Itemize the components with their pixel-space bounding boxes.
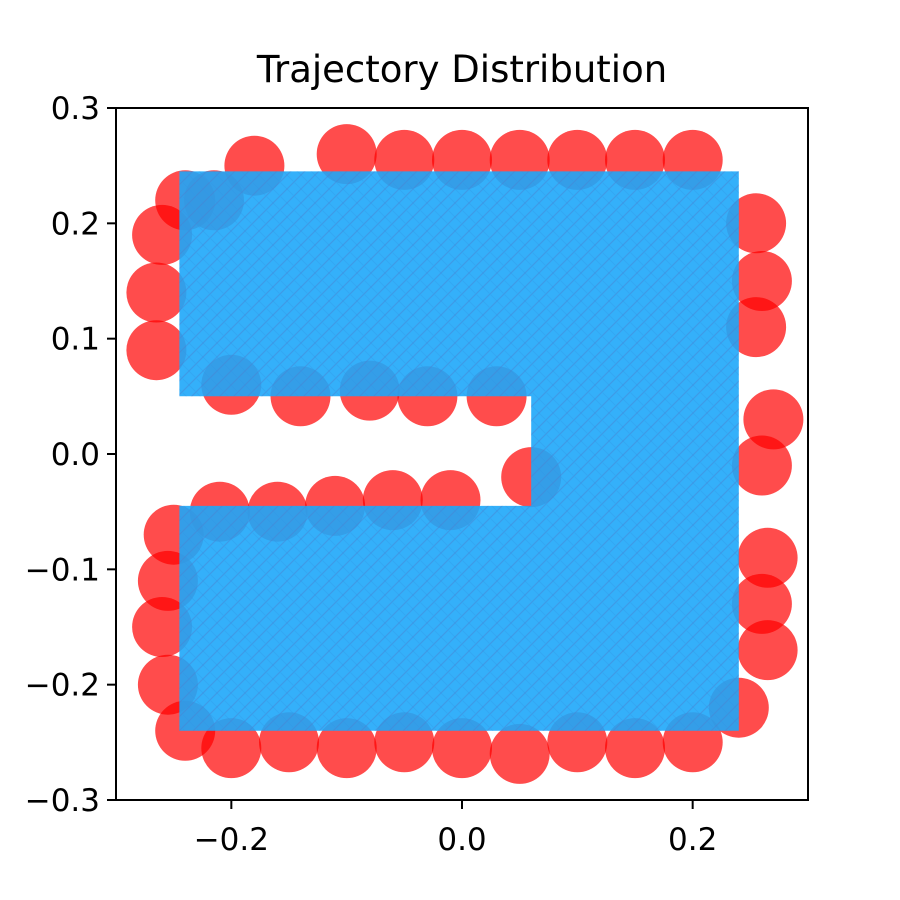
red-marker-2 — [316, 124, 377, 185]
red-marker-14 — [737, 527, 798, 588]
red-marker-43 — [126, 320, 187, 381]
red-marker-44 — [126, 262, 187, 323]
red-marker-24 — [316, 718, 377, 779]
red-marker-19 — [605, 718, 665, 779]
x-tick-label: 0.2 — [668, 822, 717, 858]
red-marker-16 — [737, 620, 798, 681]
y-tick-label: −0.2 — [25, 668, 100, 704]
red-marker-22 — [432, 718, 492, 779]
plot-area — [126, 124, 804, 784]
y-axis: −0.3 −0.2 −0.1 0.0 0.1 0.2 0.3 — [25, 91, 116, 819]
y-tick-label: 0.1 — [51, 322, 100, 358]
chart-title: Trajectory Distribution — [256, 48, 667, 91]
red-marker-12 — [743, 389, 804, 450]
x-tick-label: 0.0 — [437, 822, 486, 858]
red-marker-29 — [132, 597, 193, 657]
red-marker-9 — [726, 193, 787, 254]
red-marker-21 — [489, 723, 550, 784]
red-marker-11 — [726, 297, 787, 358]
x-tick-label: −0.2 — [194, 822, 269, 858]
blue-trajectory-texture — [179, 171, 739, 731]
x-axis: −0.2 0.0 0.2 — [194, 800, 717, 858]
y-tick-label: 0.3 — [51, 91, 100, 127]
blue-series-layer — [179, 171, 739, 731]
y-tick-label: −0.1 — [25, 552, 100, 588]
y-tick-label: 0.2 — [51, 206, 100, 242]
red-marker-10 — [731, 251, 792, 311]
red-marker-15 — [731, 573, 792, 634]
y-tick-label: 0.0 — [51, 437, 100, 473]
red-marker-13 — [731, 435, 792, 496]
y-tick-label: −0.3 — [25, 783, 100, 819]
red-marker-26 — [201, 718, 262, 779]
